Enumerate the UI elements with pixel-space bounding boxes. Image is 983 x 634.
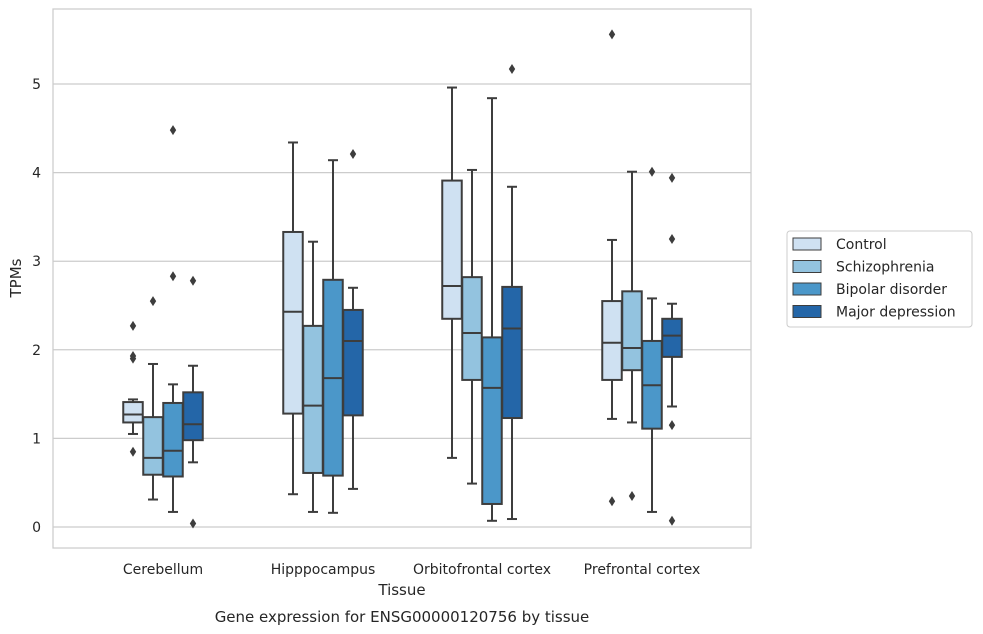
box-schizophrenia bbox=[461, 168, 483, 485]
outlier-point bbox=[129, 446, 137, 457]
box-schizophrenia bbox=[302, 240, 324, 513]
outlier-point bbox=[508, 63, 516, 74]
outlier-point bbox=[189, 275, 197, 286]
outlier-point bbox=[169, 125, 177, 136]
box-iqr bbox=[342, 308, 364, 417]
outlier-point bbox=[668, 515, 676, 526]
y-axis-title: TPMs bbox=[7, 258, 25, 298]
legend-swatch bbox=[792, 237, 822, 251]
y-tick-label: 5 bbox=[32, 77, 41, 93]
legend-swatch bbox=[792, 282, 822, 296]
y-tick-label: 3 bbox=[32, 254, 41, 270]
box-iqr bbox=[621, 290, 643, 372]
outlier-point bbox=[608, 496, 616, 507]
outlier-point bbox=[169, 271, 177, 282]
legend: Control Schizophrenia Bipolar disorder Majo… bbox=[786, 230, 973, 328]
legend-label: Major depression bbox=[836, 305, 956, 321]
legend-label: Control bbox=[836, 237, 887, 253]
legend-swatch bbox=[792, 260, 822, 273]
box-iqr bbox=[501, 285, 523, 420]
box-iqr bbox=[661, 317, 683, 358]
box-control bbox=[122, 320, 144, 457]
box-major-depression bbox=[182, 275, 204, 529]
box-iqr bbox=[122, 401, 144, 424]
legend-label: Schizophrenia bbox=[836, 260, 934, 276]
y-tick-label: 2 bbox=[32, 343, 41, 359]
outlier-point bbox=[608, 29, 616, 40]
y-tick-label: 1 bbox=[32, 431, 41, 447]
y-tick-label: 4 bbox=[32, 166, 41, 182]
outlier-point bbox=[628, 490, 636, 501]
box-control bbox=[601, 29, 623, 507]
box-control bbox=[441, 86, 463, 459]
outlier-point bbox=[668, 420, 676, 431]
outlier-point bbox=[648, 166, 656, 177]
plot-area-frame bbox=[52, 8, 752, 549]
box-iqr bbox=[282, 230, 304, 415]
box-bipolar-disorder bbox=[481, 97, 503, 522]
box-major-depression bbox=[342, 148, 364, 490]
box-major-depression bbox=[661, 172, 683, 526]
x-axis-title: Tissue bbox=[377, 581, 425, 599]
box-major-depression bbox=[501, 63, 523, 521]
box-iqr bbox=[481, 336, 503, 505]
chart-caption: Gene expression for ENSG00000120756 by t… bbox=[215, 608, 590, 626]
box-iqr bbox=[182, 391, 204, 442]
outlier-point bbox=[668, 234, 676, 245]
outlier-point bbox=[189, 518, 197, 529]
x-tick-label: Orbitofrontal cortex bbox=[413, 562, 551, 578]
box-schizophrenia bbox=[142, 296, 164, 501]
box-iqr bbox=[302, 324, 324, 474]
box-schizophrenia bbox=[621, 170, 643, 501]
box-bipolar-disorder bbox=[641, 166, 663, 513]
box-iqr bbox=[461, 276, 483, 381]
x-axis-ticks: Cerebellum Hipppocampus Orbitofrontal cort… bbox=[123, 562, 700, 578]
legend-frame bbox=[786, 230, 973, 328]
outlier-point bbox=[349, 148, 357, 159]
legend-label: Bipolar disorder bbox=[836, 282, 947, 298]
box-control bbox=[282, 141, 304, 496]
box-iqr bbox=[162, 401, 184, 478]
box-iqr bbox=[441, 179, 463, 320]
x-tick-label: Hipppocampus bbox=[271, 562, 376, 578]
outlier-point bbox=[149, 296, 157, 307]
outlier-point bbox=[129, 320, 137, 331]
legend-swatch bbox=[792, 305, 822, 318]
boxes bbox=[122, 29, 683, 529]
box-bipolar-disorder bbox=[162, 125, 184, 513]
y-tick-label: 0 bbox=[32, 520, 41, 536]
box-iqr bbox=[142, 416, 164, 476]
box-iqr bbox=[601, 300, 623, 381]
box-bipolar-disorder bbox=[322, 159, 344, 514]
x-tick-label: Prefrontal cortex bbox=[584, 562, 701, 578]
outlier-point bbox=[668, 172, 676, 183]
y-axis-ticks: 0 1 2 3 4 5 bbox=[32, 77, 41, 536]
x-tick-label: Cerebellum bbox=[123, 562, 203, 578]
outlier-point bbox=[129, 353, 137, 364]
